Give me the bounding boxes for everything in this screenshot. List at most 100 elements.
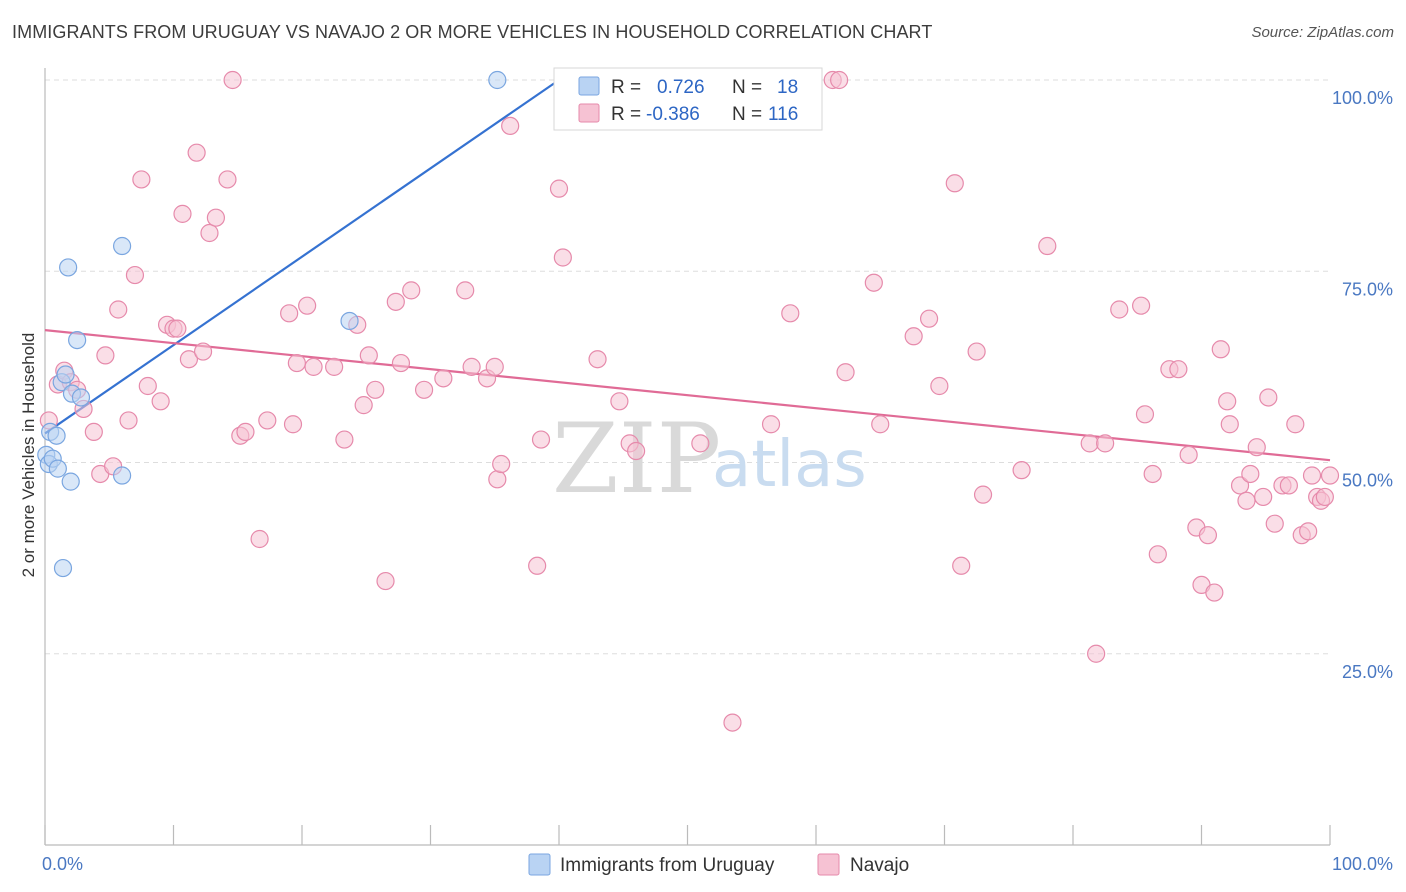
navajo-point-82 (1096, 434, 1115, 453)
navajo-point-74 (945, 174, 964, 193)
navajo-point-99 (1237, 491, 1256, 510)
navajo-point-10 (109, 300, 128, 319)
navajo-point-43 (386, 292, 405, 311)
navajo-point-12 (125, 265, 145, 285)
navajo-point-55 (531, 430, 551, 449)
x-tick-labels: 0.0% 100.0% (42, 854, 1393, 874)
y-axis-label: 2 or more Vehicles in Household (19, 333, 38, 578)
navajo-point-34 (298, 296, 317, 315)
navajo-point-45 (402, 281, 421, 300)
navajo-point-103 (1259, 388, 1278, 407)
legend-swatch-uruguay (578, 76, 600, 96)
navajo-point-63 (723, 713, 742, 732)
navajo-point-24 (206, 208, 226, 227)
legend-n-value-navajo: 116 (768, 104, 798, 125)
navajo-point-68 (836, 363, 855, 382)
axes (44, 68, 1331, 846)
navajo-point-87 (1148, 545, 1167, 564)
bottom-legend-label-navajo: Navajo (850, 855, 909, 876)
legend-swatch-navajo (578, 103, 600, 123)
navajo-point-26 (223, 70, 242, 90)
navajo-point-20 (179, 350, 199, 369)
navajo-point-98 (1230, 476, 1250, 495)
series-legend: Immigrants from Uruguay Navajo (528, 853, 909, 876)
navajo-point-85 (1135, 405, 1155, 424)
navajo-point-109 (1299, 522, 1318, 541)
y-tick-label-100: 100.0% (1332, 88, 1393, 108)
navajo-point-46 (414, 380, 434, 399)
navajo-point-54 (528, 556, 547, 575)
navajo-point-115 (485, 357, 504, 376)
uruguay-point-9 (61, 472, 80, 491)
navajo-point-93 (1198, 526, 1218, 545)
navajo-point-104 (1265, 514, 1284, 533)
navajo-point-101 (1247, 438, 1266, 457)
uruguay-point-11 (68, 331, 87, 350)
navajo-point-18 (168, 319, 187, 338)
navajo-point-94 (1205, 583, 1224, 602)
uruguay-point-16 (340, 311, 359, 331)
navajo-point-86 (1143, 464, 1162, 484)
navajo-point-31 (280, 304, 299, 323)
navajo-point-47 (434, 369, 453, 388)
legend-r-label-navajo: R = (611, 104, 641, 125)
watermark: ZIP atlas (552, 403, 867, 515)
navajo-point-100 (1241, 464, 1260, 484)
legend-r-value-navajo: -0.386 (646, 104, 700, 125)
navajo-point-51 (488, 470, 507, 489)
navajo-point-81 (1087, 644, 1106, 663)
navajo-point-33 (287, 353, 306, 373)
navajo-point-78 (1012, 461, 1031, 480)
navajo-point-6 (84, 422, 103, 441)
navajo-point-107 (1286, 415, 1305, 434)
uruguay-point-14 (112, 466, 132, 485)
grid-lines (45, 79, 1330, 655)
uruguay-point-17 (488, 70, 507, 90)
navajo-point-29 (250, 529, 269, 549)
legend-n-value-uruguay: 18 (777, 77, 798, 98)
data-points (37, 70, 1340, 732)
navajo-point-23 (200, 223, 219, 243)
navajo-point-37 (335, 430, 354, 449)
y-tick-labels: 25.0% 50.0% 75.0% 100.0% (1332, 88, 1393, 682)
navajo-point-76 (967, 342, 986, 361)
navajo-point-110 (1302, 466, 1322, 485)
navajo-point-44 (391, 353, 411, 373)
legend-r-label-uruguay: R = (611, 77, 641, 98)
navajo-point-49 (462, 357, 481, 376)
navajo-point-114 (1320, 466, 1340, 485)
navajo-point-73 (930, 376, 949, 396)
navajo-point-56 (549, 179, 569, 198)
navajo-point-42 (376, 571, 395, 591)
navajo-point-48 (456, 281, 475, 300)
stats-legend: R = 0.726 N = 18 R = -0.386 N = 116 (553, 67, 823, 131)
navajo-point-77 (973, 485, 993, 504)
navajo-point-64 (761, 415, 781, 434)
navajo-point-83 (1110, 300, 1129, 319)
navajo-point-13 (132, 170, 151, 189)
navajo-point-41 (366, 380, 385, 399)
navajo-point-53 (501, 116, 520, 136)
trend-lines (44, 79, 1331, 462)
navajo-point-14 (138, 376, 157, 396)
navajo-point-75 (952, 556, 971, 575)
navajo-point-67 (830, 70, 849, 90)
watermark-atlas: atlas (712, 428, 867, 502)
uruguay-point-4 (47, 426, 66, 445)
navajo-point-113 (1315, 487, 1334, 507)
navajo-point-21 (187, 143, 206, 162)
navajo-point-22 (193, 342, 213, 361)
y-tick-label-75: 75.0% (1342, 279, 1393, 299)
navajo-point-39 (354, 396, 373, 415)
navajo-point-32 (283, 415, 303, 434)
navajo-point-35 (304, 357, 323, 376)
navajo-point-84 (1132, 296, 1151, 315)
y-tick-label-50: 50.0% (1342, 471, 1393, 491)
navajo-point-30 (258, 411, 277, 430)
x-tick-label-max: 100.0% (1332, 854, 1393, 874)
bottom-legend-swatch-uruguay (528, 853, 551, 876)
navajo-point-19 (173, 204, 192, 223)
navajo-trend-line (44, 329, 1331, 462)
navajo-point-69 (864, 273, 883, 292)
navajo-point-97 (1220, 415, 1239, 434)
